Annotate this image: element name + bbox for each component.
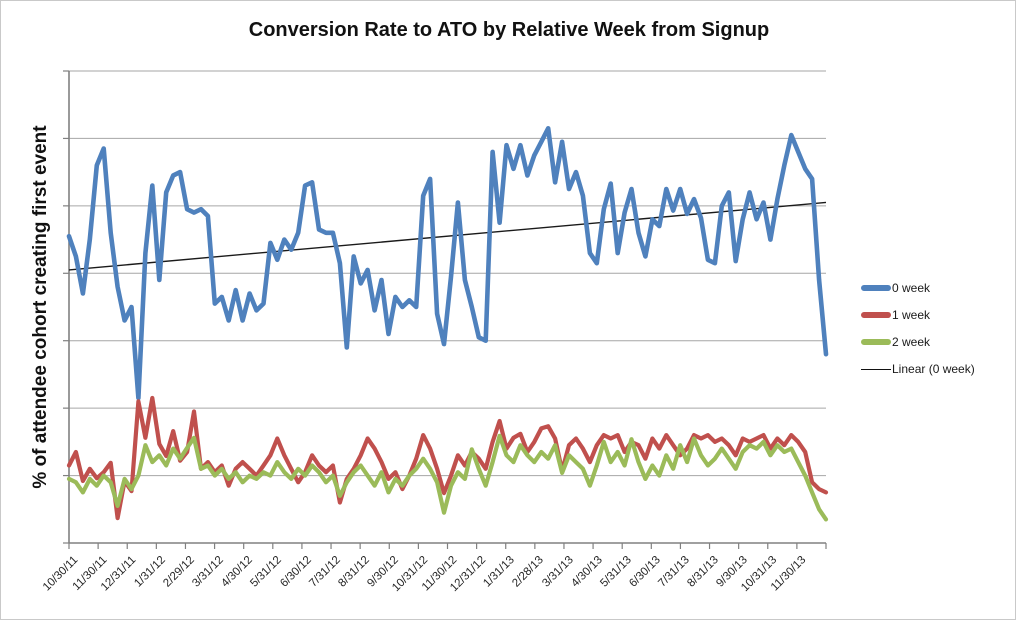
legend-item-linear-trend: Linear (0 week) <box>861 362 975 376</box>
series-line-2-week <box>66 433 829 522</box>
series-line-0-week <box>66 126 829 401</box>
chart-title: Conversion Rate to ATO by Relative Week … <box>248 19 770 41</box>
legend-label: Linear (0 week) <box>892 362 975 376</box>
trendline-swatch <box>861 368 891 370</box>
legend-label: 0 week <box>892 281 931 295</box>
series-swatch-1-week <box>861 312 891 318</box>
series-line-1-week <box>66 395 829 521</box>
legend-item-2-week: 2 week <box>861 335 975 349</box>
legend: 0 week 1 week 2 week Linear (0 week) <box>861 281 975 376</box>
series-swatch-0-week <box>861 285 891 291</box>
legend-label: 2 week <box>892 335 931 349</box>
legend-label: 1 week <box>892 308 931 322</box>
series-swatch-2-week <box>861 339 891 345</box>
legend-item-0-week: 0 week <box>861 281 975 295</box>
legend-item-1-week: 1 week <box>861 308 975 322</box>
